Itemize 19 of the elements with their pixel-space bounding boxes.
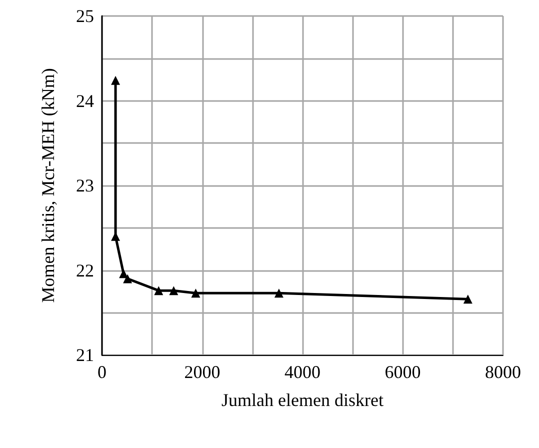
point: [191, 288, 200, 298]
point: [111, 76, 120, 85]
x-tick-label: 8000: [485, 362, 521, 382]
x-tick-label: 2000: [184, 362, 220, 382]
x-tick-label: 0: [98, 362, 106, 382]
y-axis-title: Momen kritis, Mcr-MEH (kNm): [38, 68, 58, 303]
y-tick-label: 25: [76, 6, 94, 26]
point: [274, 288, 284, 298]
x-axis-title: Jumlah elemen diskret: [222, 390, 384, 410]
y-tick-label: 24: [76, 90, 94, 111]
y-tick-label: 22: [76, 260, 94, 280]
point: [123, 274, 132, 284]
y-tick-label: 23: [76, 176, 94, 196]
y-tick-label: 21: [76, 345, 94, 365]
point: [169, 286, 178, 296]
x-tick-label: 4000: [284, 362, 320, 382]
point: [463, 294, 472, 304]
x-tick-label: 6000: [384, 362, 421, 382]
point: [154, 286, 164, 296]
